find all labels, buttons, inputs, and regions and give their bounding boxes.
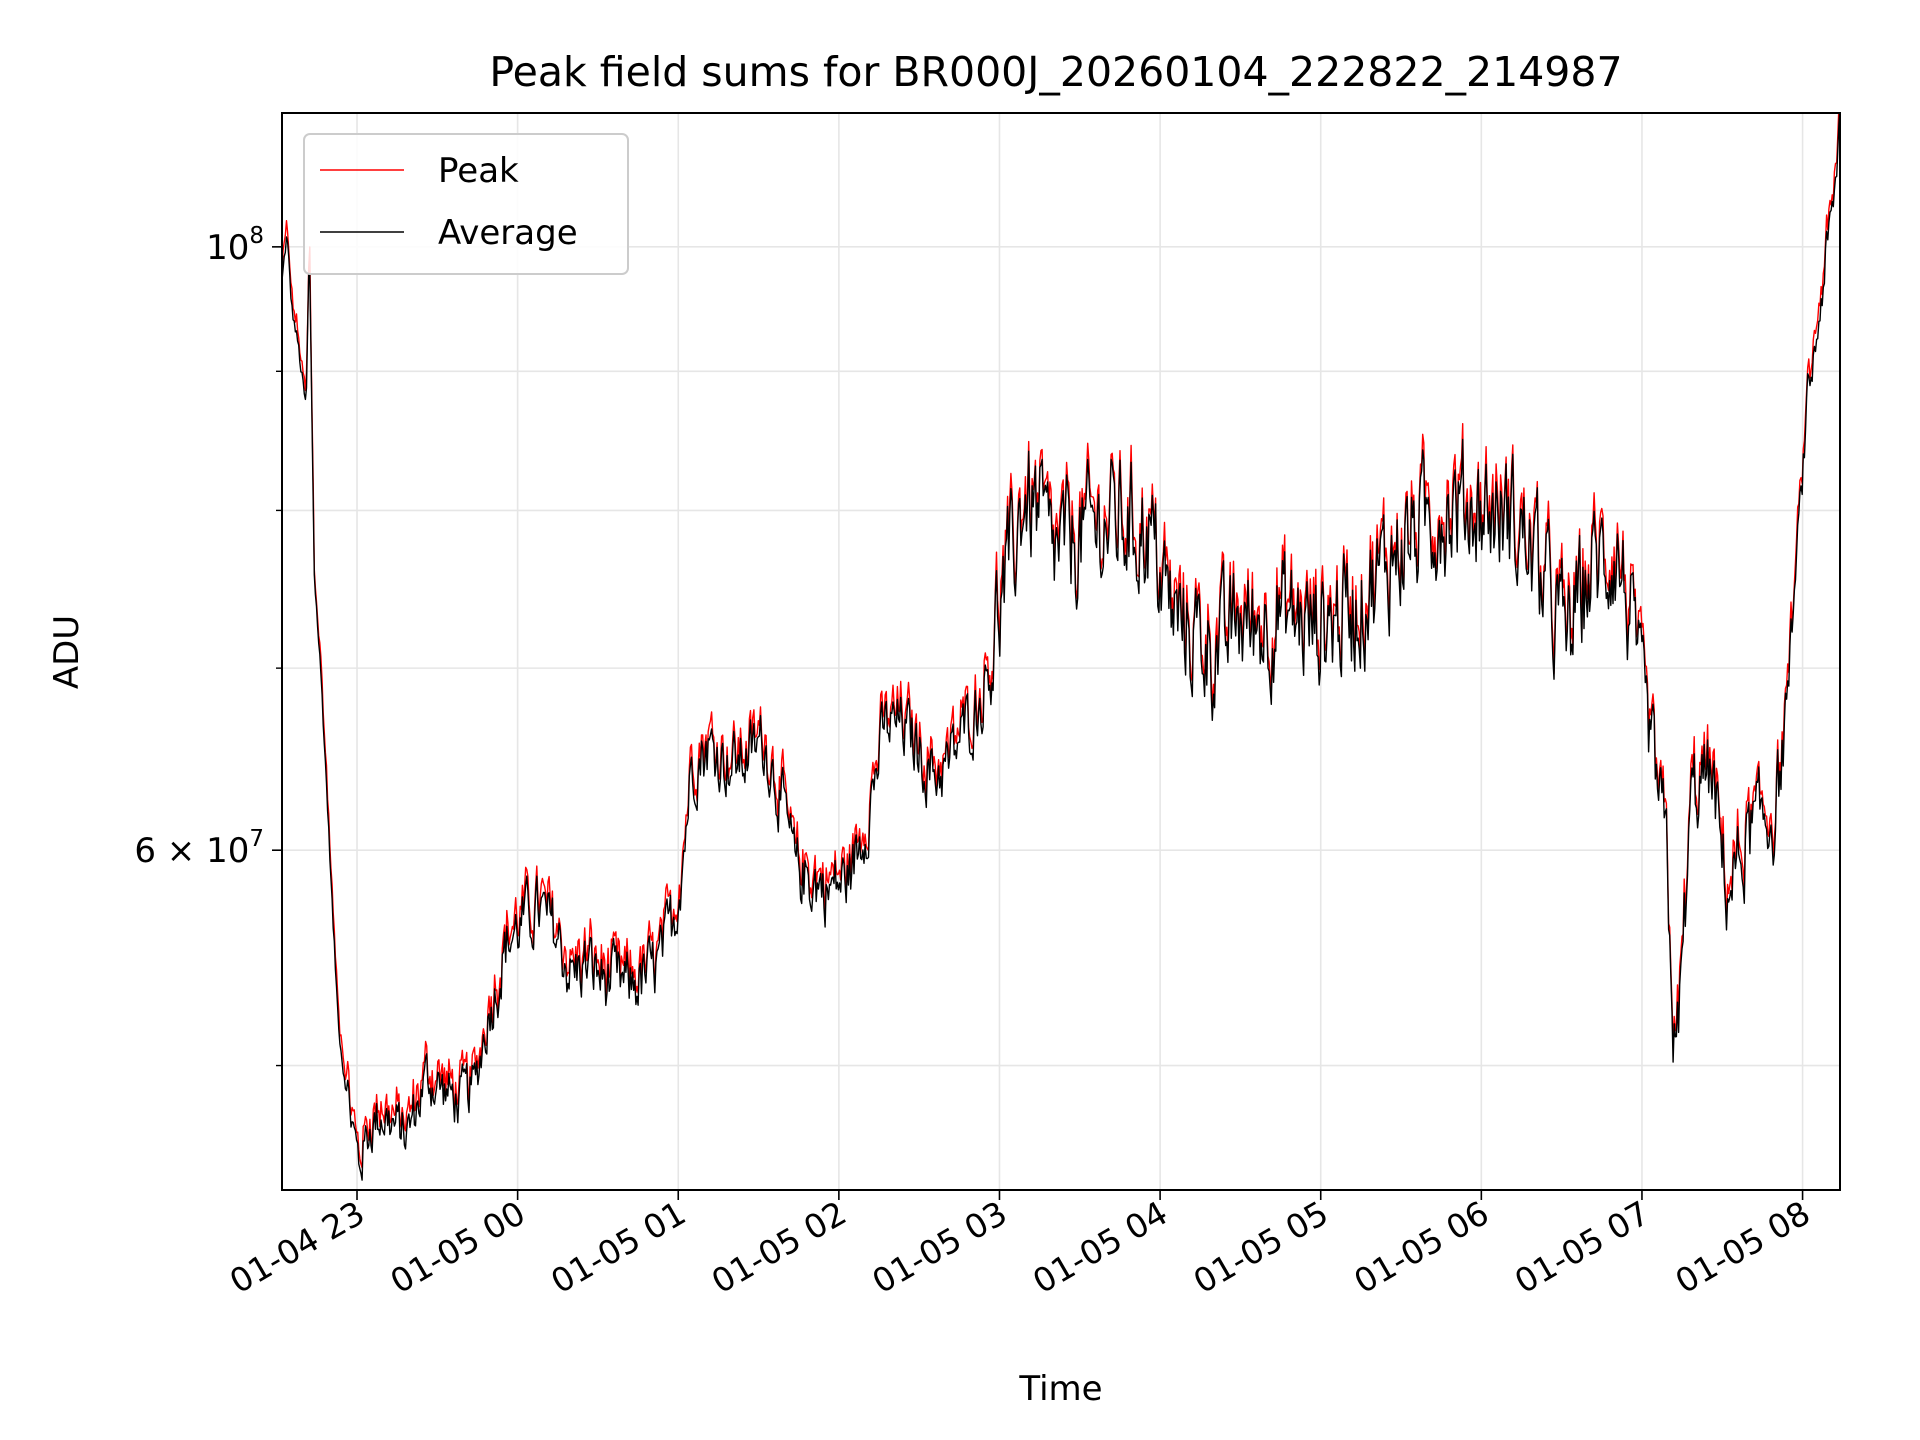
grid xyxy=(282,113,1840,1190)
legend-label-peak: Peak xyxy=(438,151,519,191)
plot-frame xyxy=(281,112,1841,1191)
y-tick-label: 108 xyxy=(206,223,264,268)
y-axis: 108 6 × 107 xyxy=(134,223,282,1067)
legend-frame xyxy=(303,133,629,275)
x-axis-label: Time xyxy=(1018,1369,1102,1409)
legend-label-average: Average xyxy=(438,213,578,253)
legend: Peak Average xyxy=(303,133,629,275)
y-axis-label: ADU xyxy=(47,615,87,689)
y-tick-label: 6 × 107 xyxy=(134,826,264,871)
series-line-average xyxy=(282,113,1840,1181)
series-area xyxy=(282,113,1840,1181)
chart-title: Peak field sums for BR000J_20260104_2228… xyxy=(489,48,1622,96)
